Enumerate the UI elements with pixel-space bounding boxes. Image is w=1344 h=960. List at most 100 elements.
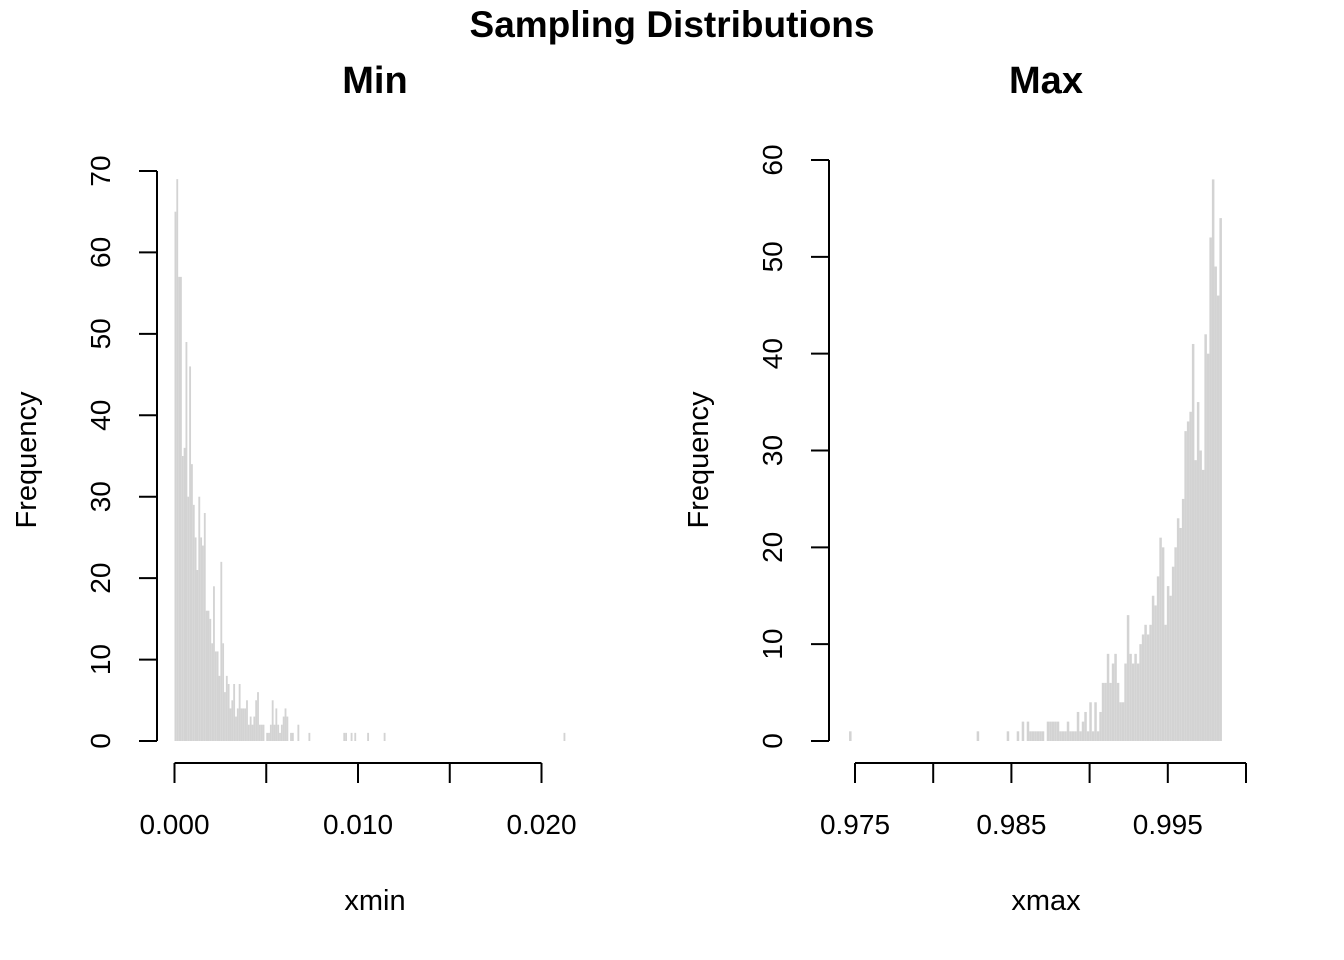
- histogram-bar: [1154, 605, 1157, 741]
- histogram-bar: [1131, 663, 1135, 741]
- histogram-bar: [1006, 731, 1010, 741]
- histogram-bar: [1116, 682, 1120, 741]
- histogram-bar: [290, 732, 292, 741]
- histogram-bar: [202, 545, 204, 741]
- histogram-bar: [1046, 721, 1050, 741]
- y-tick-label: 30: [757, 435, 788, 466]
- histogram-bar: [255, 700, 258, 741]
- histogram-bar: [1101, 682, 1105, 741]
- histogram-bar: [1039, 731, 1042, 741]
- x-tick-label: 0.995: [1133, 809, 1203, 840]
- x-axis-label: xmin: [344, 885, 405, 917]
- y-axis: 0 10 20 30 40 50 60: [757, 144, 830, 749]
- histogram-bar: [1066, 721, 1070, 741]
- histogram-bar: [1211, 179, 1215, 741]
- y-tick-label: 50: [85, 318, 116, 349]
- histogram-bar: [1201, 469, 1205, 741]
- histogram-bar: [1144, 624, 1147, 741]
- histogram-bar: [1199, 450, 1202, 741]
- histogram-bar: [286, 716, 289, 741]
- histogram-bar: [1054, 721, 1057, 741]
- histogram-bar: [1031, 731, 1035, 741]
- y-tick-label: 40: [85, 400, 116, 431]
- histogram-bar: [196, 570, 199, 741]
- y-tick-label: 10: [757, 629, 788, 660]
- y-tick-label: 20: [85, 563, 116, 594]
- y-tick-label: 0: [85, 733, 116, 749]
- histogram-bar: [273, 724, 276, 741]
- histogram-bar: [1081, 721, 1085, 741]
- histogram-bar: [1159, 537, 1162, 741]
- histogram-bar: [231, 700, 234, 741]
- y-tick-label: 70: [85, 155, 116, 186]
- histogram-bar: [183, 447, 186, 741]
- histogram-bar: [1156, 576, 1160, 741]
- y-tick-label: 20: [757, 532, 788, 563]
- y-tick-label: 40: [757, 338, 788, 369]
- histogram-bar: [1119, 702, 1122, 741]
- histogram-bar: [218, 675, 221, 741]
- histogram-bar: [1186, 421, 1190, 741]
- histogram-bar: [246, 700, 248, 741]
- x-axis: 0.000 0.010 0.020: [139, 762, 577, 840]
- histogram-bar: [291, 732, 294, 741]
- x-tick-label: 0.020: [506, 809, 576, 840]
- figure-title: Sampling Distributions: [470, 4, 875, 45]
- y-tick-label: 60: [85, 237, 116, 268]
- histogram-bar: [174, 211, 177, 741]
- histogram-bar: [260, 724, 263, 741]
- histogram-bar: [227, 684, 230, 741]
- histogram-bar: [268, 732, 270, 741]
- histogram-bar: [1016, 731, 1020, 741]
- histogram-bar: [240, 708, 243, 741]
- histogram-bar: [367, 732, 370, 741]
- histogram-bar: [266, 732, 269, 741]
- histogram-bar: [383, 732, 386, 741]
- histogram-bar: [1161, 547, 1165, 741]
- histogram-bar: [1069, 731, 1072, 741]
- histogram-bar: [1121, 702, 1125, 741]
- histogram-bar: [1104, 682, 1107, 741]
- x-tick-label: 0.975: [820, 809, 890, 840]
- histogram-bar: [1096, 731, 1100, 741]
- histogram-bar: [1149, 624, 1152, 741]
- histogram-bar: [1174, 547, 1177, 741]
- x-tick-label: 0.000: [139, 809, 209, 840]
- histogram-bar: [1061, 731, 1065, 741]
- histogram-bar: [1146, 634, 1150, 741]
- histogram-bar: [1141, 634, 1145, 741]
- histogram-bar: [233, 684, 236, 741]
- histogram-bar: [189, 366, 192, 741]
- histogram-bar: [271, 700, 274, 741]
- histogram-bar: [284, 708, 287, 741]
- histogram-bar: [244, 708, 247, 741]
- histogram-bar: [220, 561, 223, 741]
- histogram-bar: [297, 724, 300, 741]
- histogram-bar: [1191, 343, 1195, 741]
- histogram-bar: [1206, 353, 1210, 741]
- histogram-bar: [1071, 731, 1075, 741]
- histogram-bar: [213, 586, 215, 741]
- histogram-bar: [222, 643, 225, 741]
- histogram-bar: [1079, 731, 1082, 741]
- histogram-bar: [277, 724, 280, 741]
- histogram-bar: [1151, 595, 1155, 741]
- histogram-bar: [1056, 721, 1060, 741]
- histogram-bar: [1026, 721, 1030, 741]
- histogram-bar: [235, 716, 237, 741]
- histogram-bar: [1076, 711, 1080, 741]
- histogram-bar: [279, 732, 281, 741]
- histogram-bar: [1184, 431, 1187, 741]
- histogram-bar: [1029, 731, 1032, 741]
- histogram-bar: [1189, 411, 1192, 741]
- y-axis: 0 10 20 30 40 50 60 70: [85, 155, 158, 749]
- histogram-bars: [849, 179, 1222, 742]
- histogram-max: Max 0 10 20 30 40 50 60 0.975 0.985 0.995 xmax F…: [683, 60, 1247, 917]
- histogram-bar: [216, 651, 219, 741]
- histogram-bar: [1034, 731, 1037, 741]
- x-axis: 0.975 0.985 0.995: [820, 762, 1247, 840]
- histogram-bar: [1111, 663, 1115, 741]
- histogram-bar: [1059, 731, 1062, 741]
- histogram-bar: [275, 708, 278, 741]
- histogram-bar: [1064, 731, 1067, 741]
